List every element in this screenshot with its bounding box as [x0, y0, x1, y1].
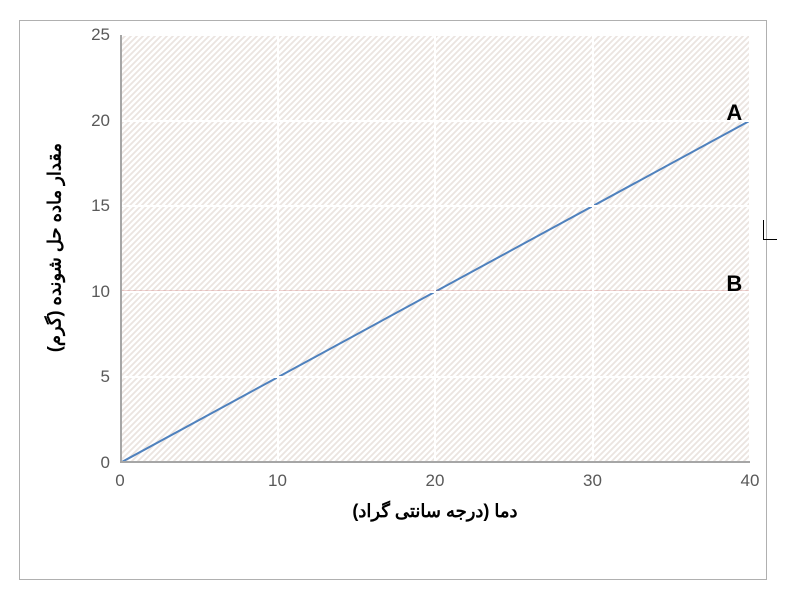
- series-label-a: A: [726, 100, 742, 126]
- x-tick-label: 20: [426, 471, 445, 491]
- y-tick-label: 0: [101, 453, 110, 473]
- y-axis-title: مقدار ماده حل شونده (گرم): [45, 34, 66, 462]
- gridline-vertical: [277, 35, 279, 463]
- x-axis-title: دما (درجه سانتی گراد): [120, 501, 750, 522]
- y-tick-label: 5: [101, 367, 110, 387]
- gridline-vertical: [749, 35, 751, 463]
- series-label-b: B: [726, 271, 742, 297]
- x-tick-label: 40: [741, 471, 760, 491]
- x-tick-label: 30: [583, 471, 602, 491]
- chart-frame: دما (درجه سانتی گراد) مقدار ماده حل شوند…: [19, 20, 767, 580]
- gridline-vertical: [434, 35, 436, 463]
- x-tick-label: 10: [268, 471, 287, 491]
- x-tick-label: 0: [115, 471, 124, 491]
- y-tick-label: 15: [91, 196, 110, 216]
- y-tick-label: 20: [91, 111, 110, 131]
- plot-area: [120, 35, 750, 463]
- y-tick-label: 10: [91, 282, 110, 302]
- y-tick-label: 25: [91, 25, 110, 45]
- y-axis-line: [120, 35, 122, 463]
- cursor-caret-icon: [763, 220, 777, 240]
- gridline-vertical: [592, 35, 594, 463]
- x-axis-line: [120, 461, 750, 463]
